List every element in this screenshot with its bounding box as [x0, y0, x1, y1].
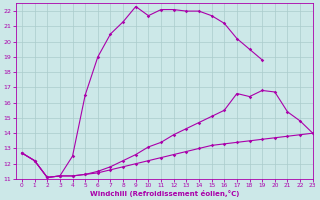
X-axis label: Windchill (Refroidissement éolien,°C): Windchill (Refroidissement éolien,°C) [90, 190, 239, 197]
